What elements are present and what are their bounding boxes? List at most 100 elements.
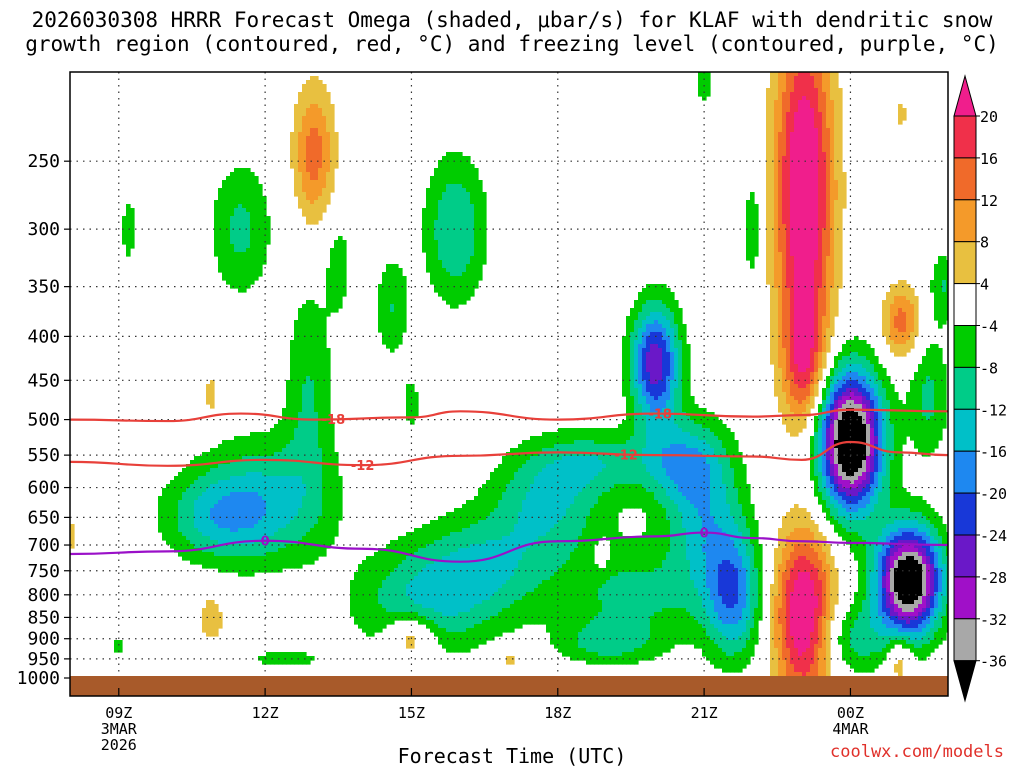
omega-cell — [650, 312, 655, 325]
omega-cell — [894, 544, 899, 553]
omega-cell — [926, 608, 931, 617]
omega-cell — [654, 300, 659, 313]
omega-cell — [818, 412, 823, 429]
omega-cell — [318, 168, 323, 197]
omega-cell — [898, 536, 903, 541]
credit-link[interactable]: coolwx.com/models — [830, 742, 1004, 762]
omega-cell — [906, 556, 911, 605]
omega-cell — [798, 388, 803, 405]
omega-cell — [458, 152, 463, 185]
omega-cell — [702, 440, 707, 457]
colorbar-bin — [953, 366, 977, 410]
omega-cell — [746, 640, 751, 665]
omega-cell — [786, 648, 791, 677]
omega-cell — [842, 356, 847, 369]
omega-cell — [518, 512, 523, 561]
omega-cell — [230, 476, 235, 493]
omega-cell — [646, 372, 651, 393]
omega-cell — [490, 472, 495, 513]
contour-line-0 — [70, 531, 948, 563]
omega-cell — [790, 508, 795, 533]
omega-cell — [262, 516, 267, 541]
omega-cell — [406, 384, 411, 421]
omega-cell — [282, 652, 287, 665]
omega-cell — [442, 628, 447, 649]
omega-cell — [834, 180, 839, 201]
omega-cell — [834, 420, 839, 441]
omega-cell — [678, 308, 683, 341]
omega-cell — [478, 180, 483, 281]
omega-cell — [230, 532, 235, 545]
omega-cell — [474, 496, 479, 525]
omega-cell — [850, 380, 855, 389]
omega-cell — [426, 620, 431, 629]
omega-cell — [470, 500, 475, 525]
omega-cell — [902, 628, 907, 633]
contour-line--18 — [70, 408, 948, 423]
omega-cell — [890, 532, 895, 541]
y-tick-label: 350 — [27, 277, 60, 298]
omega-cell — [558, 460, 563, 521]
omega-cell — [846, 488, 851, 497]
omega-cell — [514, 472, 519, 525]
omega-cell — [482, 192, 487, 265]
omega-cell — [210, 484, 215, 509]
omega-cell — [650, 492, 655, 573]
omega-cell — [658, 568, 663, 613]
omega-cell — [902, 532, 907, 541]
omega-cell — [926, 644, 931, 657]
omega-cell — [878, 364, 883, 381]
omega-cell — [774, 548, 779, 597]
omega-cell — [902, 312, 907, 333]
omega-cell — [646, 300, 651, 317]
omega-cell — [838, 380, 843, 389]
omega-cell — [706, 444, 711, 465]
omega-cell — [246, 212, 251, 249]
omega-cell — [706, 636, 711, 661]
omega-cell — [434, 220, 439, 241]
omega-cell — [930, 608, 935, 617]
omega-cell — [502, 608, 507, 633]
omega-cell — [874, 472, 879, 489]
omega-cell — [414, 552, 419, 577]
omega-cell — [234, 544, 239, 557]
omega-cell — [594, 616, 599, 653]
omega-cell — [902, 616, 907, 621]
omega-cell — [274, 552, 279, 573]
omega-cell — [622, 536, 627, 573]
omega-cell — [266, 652, 271, 665]
omega-cell — [606, 428, 611, 445]
omega-cell — [814, 596, 819, 609]
omega-cell — [822, 228, 827, 317]
omega-cell — [846, 372, 851, 381]
omega-cell — [866, 412, 871, 425]
omega-cell — [934, 632, 939, 649]
omega-cell — [598, 600, 603, 613]
omega-cell — [418, 572, 423, 605]
omega-cell — [822, 552, 827, 573]
omega-cell — [922, 532, 927, 541]
omega-cell — [806, 572, 811, 649]
omega-cell — [438, 516, 443, 541]
omega-cell — [290, 440, 295, 477]
omega-cell — [670, 500, 675, 609]
omega-cell — [310, 204, 315, 225]
omega-cell — [898, 280, 903, 297]
omega-cell — [274, 424, 279, 453]
omega-cell — [214, 448, 219, 469]
omega-cell — [854, 336, 859, 353]
omega-cell — [802, 544, 807, 557]
colorbar-bin — [953, 157, 977, 201]
omega-cell — [206, 536, 211, 553]
omega-cell — [250, 432, 255, 457]
omega-cell — [322, 116, 327, 189]
omega-cell — [902, 612, 907, 617]
omega-cell — [666, 400, 671, 449]
omega-cell — [862, 600, 867, 657]
omega-cell — [798, 508, 803, 529]
y-tick-label: 500 — [27, 410, 60, 431]
omega-cell — [790, 396, 795, 413]
omega-cell — [914, 512, 919, 521]
omega-cell — [866, 344, 871, 361]
omega-cell — [326, 172, 331, 205]
